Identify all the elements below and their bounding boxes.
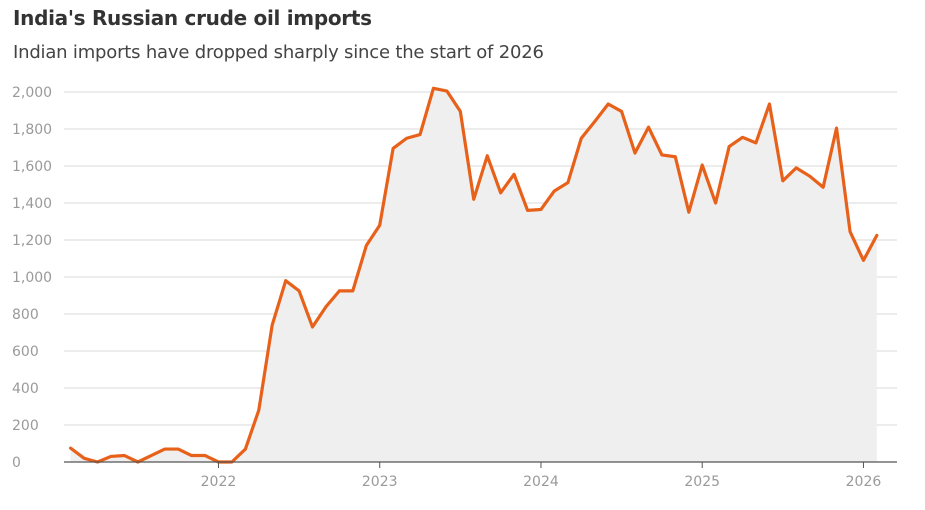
chart-title: India's Russian crude oil imports <box>13 6 372 30</box>
y-tick-label: 1,400 <box>12 196 52 212</box>
x-tick-label: 2023 <box>362 474 398 490</box>
y-tick-label: 2,000 <box>12 85 52 101</box>
series-line <box>69 86 879 464</box>
y-tick-labels: 0 200 400 600 800 1,000 1,200 1,400 1,600 1,800 2,… <box>12 85 52 471</box>
y-tick-label: 1,000 <box>12 270 52 286</box>
y-tick-label: 800 <box>12 307 39 323</box>
x-tick-label: 2024 <box>523 474 559 490</box>
area-fill-layer <box>70 88 877 463</box>
x-tick-label: 2026 <box>846 474 882 490</box>
x-axis <box>64 461 897 468</box>
y-tick-label: 1,800 <box>12 122 52 138</box>
x-tick-label: 2025 <box>684 474 720 490</box>
series-line-layer <box>69 86 879 464</box>
x-tick-labels: 2022 2023 2024 2025 2026 <box>201 474 882 490</box>
y-tick-label: 0 <box>12 455 21 471</box>
y-tick-label: 1,600 <box>12 159 52 175</box>
x-tick-label: 2022 <box>201 474 237 490</box>
series-area <box>70 88 877 463</box>
y-tick-label: 1,200 <box>12 233 52 249</box>
y-tick-label: 400 <box>12 381 39 397</box>
chart-subtitle: Indian imports have dropped sharply sinc… <box>13 42 544 63</box>
y-tick-label: 600 <box>12 344 39 360</box>
y-tick-label: 200 <box>12 418 39 434</box>
